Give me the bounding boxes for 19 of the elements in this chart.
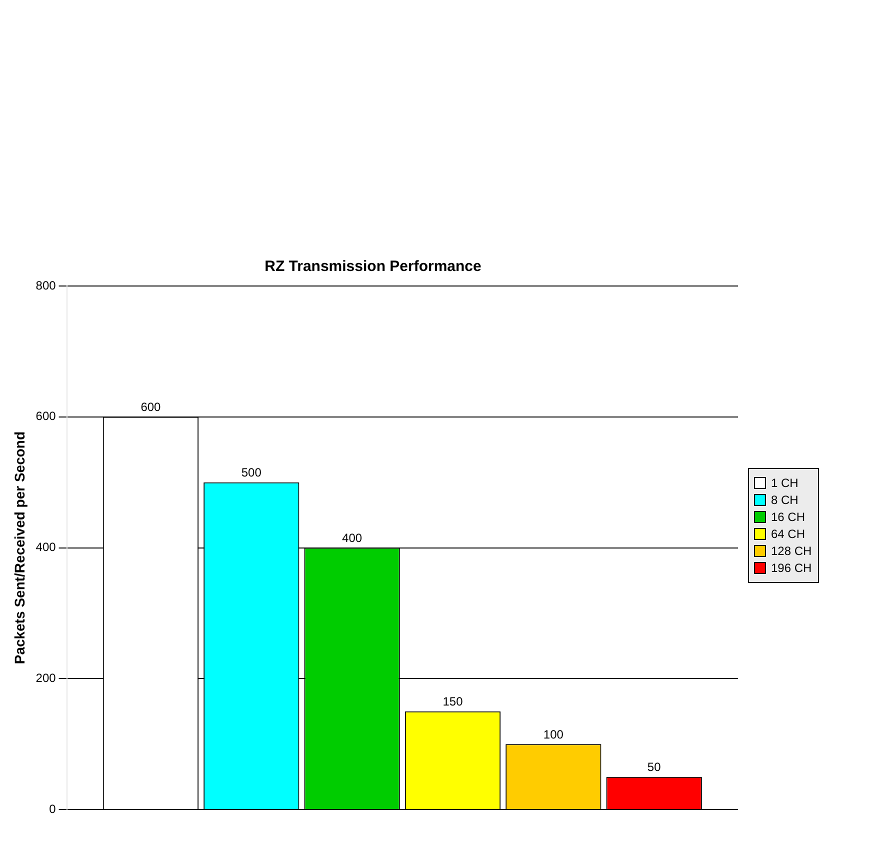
data-label: 500	[241, 466, 262, 480]
y-tick-label: 0	[49, 802, 56, 816]
data-label: 150	[442, 694, 464, 709]
y-tick-label: 800	[36, 278, 56, 292]
y-axis-title: Packets Sent/Received per Second	[11, 431, 28, 664]
data-label: 100	[543, 727, 564, 742]
y-tick-label: 600	[36, 409, 56, 424]
legend-label: 128 CH	[771, 544, 812, 558]
legend-label: 64 CH	[771, 527, 806, 541]
legend-label: 1 CH	[771, 476, 798, 490]
y-tick-label: 200	[36, 671, 56, 686]
y-tick-label: 400	[36, 540, 56, 554]
legend-label: 8 CH	[771, 493, 798, 507]
legend-label: 196 CH	[771, 561, 812, 575]
data-label: 600	[140, 400, 162, 414]
chart-title: RZ Transmission Performance	[264, 258, 482, 276]
legend-label: 16 CH	[771, 510, 806, 524]
data-label: 50	[647, 760, 662, 774]
data-label: 400	[342, 531, 362, 546]
